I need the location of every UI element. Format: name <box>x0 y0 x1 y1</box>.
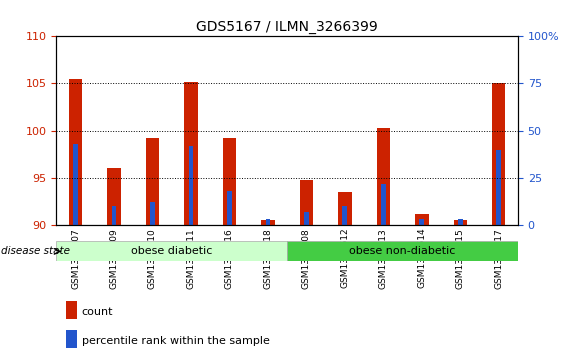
Text: obese non-diabetic: obese non-diabetic <box>350 246 455 256</box>
Bar <box>108 168 120 225</box>
Bar <box>415 214 428 225</box>
Text: obese diabetic: obese diabetic <box>131 246 212 256</box>
Bar <box>111 206 117 225</box>
Text: count: count <box>82 307 113 317</box>
Bar <box>492 83 506 225</box>
Bar <box>454 220 467 225</box>
FancyBboxPatch shape <box>56 241 287 261</box>
Bar <box>184 82 198 225</box>
Bar <box>65 330 77 348</box>
Bar <box>304 212 309 225</box>
Bar <box>73 144 78 225</box>
Bar <box>146 138 159 225</box>
Title: GDS5167 / ILMN_3266399: GDS5167 / ILMN_3266399 <box>196 20 378 34</box>
Bar <box>342 206 347 225</box>
Bar <box>69 79 82 225</box>
Bar <box>266 219 270 225</box>
Bar <box>377 128 390 225</box>
Bar <box>458 219 463 225</box>
FancyBboxPatch shape <box>287 241 518 261</box>
Bar <box>300 180 313 225</box>
Text: disease state: disease state <box>1 246 70 256</box>
Bar <box>150 203 155 225</box>
Bar <box>261 220 275 225</box>
Bar <box>419 219 424 225</box>
Bar <box>497 150 501 225</box>
Bar <box>65 301 77 319</box>
Bar <box>223 138 236 225</box>
Bar <box>189 146 193 225</box>
Bar <box>338 192 351 225</box>
Bar <box>381 184 386 225</box>
Bar <box>227 191 232 225</box>
Text: percentile rank within the sample: percentile rank within the sample <box>82 336 270 346</box>
